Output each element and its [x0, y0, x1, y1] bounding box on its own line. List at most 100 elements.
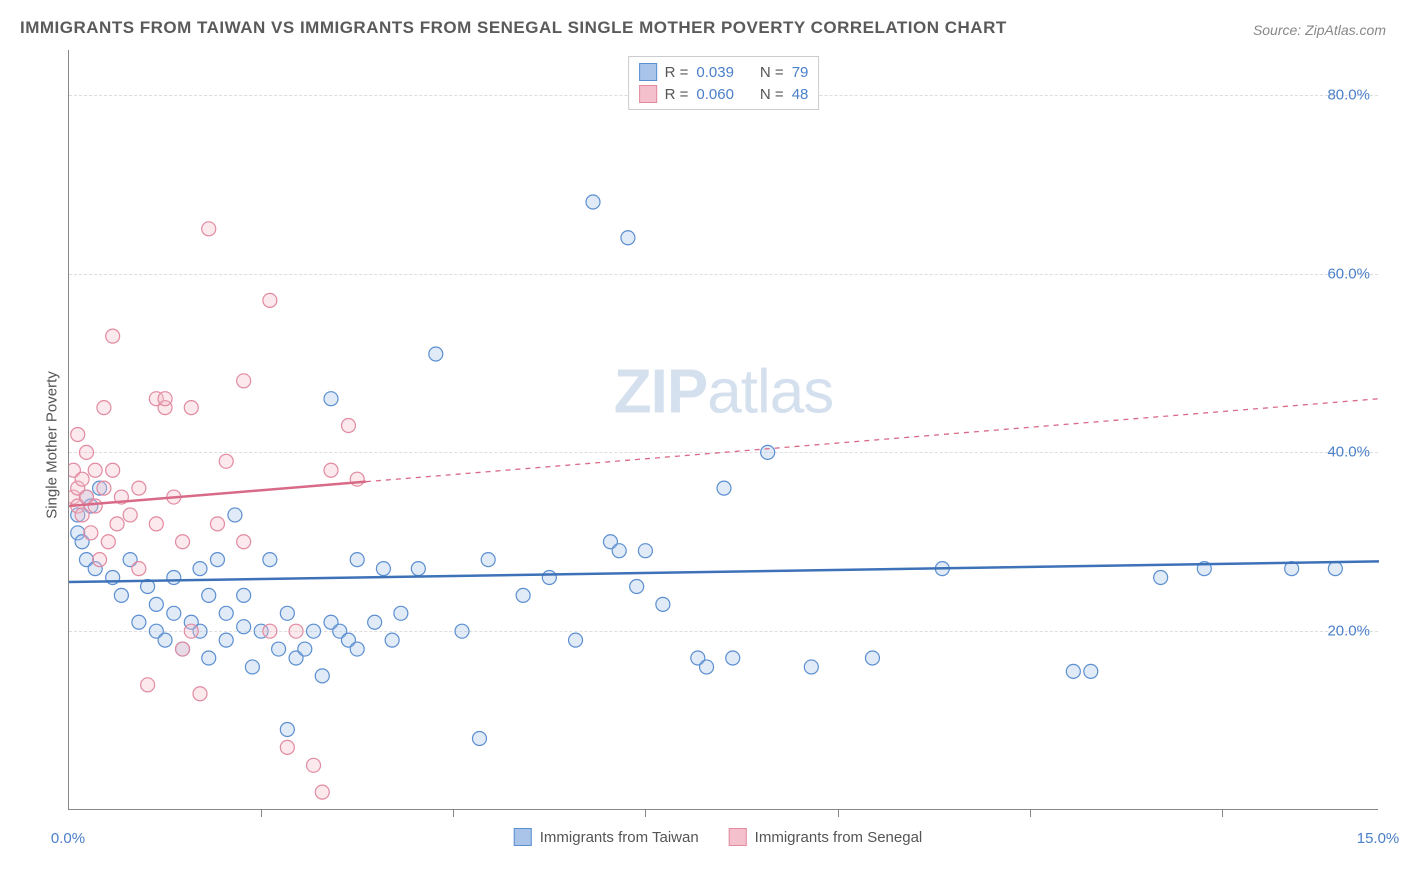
data-point	[97, 401, 111, 415]
r-label: R =	[665, 64, 689, 81]
x-tick-label: 0.0%	[51, 830, 85, 847]
data-point	[237, 374, 251, 388]
data-point	[219, 606, 233, 620]
data-point	[149, 517, 163, 531]
data-point	[97, 481, 111, 495]
data-point	[110, 517, 124, 531]
data-point	[75, 472, 89, 486]
data-point	[621, 231, 635, 245]
data-point	[700, 660, 714, 674]
series-legend-item: Immigrants from Taiwan	[514, 828, 699, 846]
data-point	[167, 571, 181, 585]
n-label: N =	[760, 64, 784, 81]
data-point	[1154, 571, 1168, 585]
data-point	[176, 642, 190, 656]
data-point	[228, 508, 242, 522]
chart-container: Single Mother Poverty ZIPatlas R =0.039N…	[50, 50, 1386, 840]
data-point	[219, 454, 233, 468]
n-value: 48	[792, 86, 809, 103]
data-point	[237, 620, 251, 634]
data-point	[472, 731, 486, 745]
data-point	[141, 678, 155, 692]
data-point	[114, 588, 128, 602]
scatter-plot-svg	[69, 50, 1379, 810]
data-point	[132, 615, 146, 629]
data-point	[88, 463, 102, 477]
data-point	[368, 615, 382, 629]
data-point	[158, 392, 172, 406]
data-point	[184, 401, 198, 415]
data-point	[341, 419, 355, 433]
data-point	[1084, 664, 1098, 678]
data-point	[516, 588, 530, 602]
data-point	[307, 624, 321, 638]
legend-swatch	[639, 85, 657, 103]
trend-line	[69, 482, 366, 506]
x-tick-mark	[1222, 810, 1223, 817]
x-tick-mark	[1030, 810, 1031, 817]
data-point	[93, 553, 107, 567]
x-tick-mark	[261, 810, 262, 817]
r-value: 0.039	[696, 64, 734, 81]
x-tick-label: 15.0%	[1357, 830, 1400, 847]
data-point	[350, 642, 364, 656]
data-point	[123, 508, 137, 522]
data-point	[586, 195, 600, 209]
trend-line-dashed	[366, 399, 1379, 482]
data-point	[176, 535, 190, 549]
data-point	[411, 562, 425, 576]
data-point	[481, 553, 495, 567]
data-point	[394, 606, 408, 620]
data-point	[656, 597, 670, 611]
r-label: R =	[665, 86, 689, 103]
data-point	[324, 392, 338, 406]
data-point	[219, 633, 233, 647]
stats-legend-row: R = 0.060 N = 48	[639, 83, 809, 105]
data-point	[237, 535, 251, 549]
data-point	[184, 624, 198, 638]
data-point	[202, 651, 216, 665]
data-point	[280, 740, 294, 754]
data-point	[630, 579, 644, 593]
data-point	[210, 553, 224, 567]
data-point	[132, 562, 146, 576]
x-tick-mark	[453, 810, 454, 817]
data-point	[202, 222, 216, 236]
data-point	[167, 606, 181, 620]
legend-swatch	[639, 63, 657, 81]
stats-legend-row: R =0.039N =79	[639, 61, 809, 83]
data-point	[193, 687, 207, 701]
data-point	[280, 606, 294, 620]
data-point	[315, 669, 329, 683]
r-value: 0.060	[696, 86, 734, 103]
data-point	[804, 660, 818, 674]
n-label: N =	[760, 86, 784, 103]
plot-area: ZIPatlas R =0.039N =79R =0.060N =48 20.0…	[68, 50, 1378, 810]
legend-swatch	[514, 828, 532, 846]
data-point	[71, 427, 85, 441]
data-point	[158, 633, 172, 647]
data-point	[455, 624, 469, 638]
data-point	[289, 624, 303, 638]
data-point	[385, 633, 399, 647]
data-point	[324, 463, 338, 477]
data-point	[307, 758, 321, 772]
series-legend-item: Immigrants from Senegal	[729, 828, 923, 846]
data-point	[263, 293, 277, 307]
stats-legend: R =0.039N =79R =0.060N =48	[628, 56, 820, 110]
data-point	[542, 571, 556, 585]
data-point	[202, 588, 216, 602]
series-legend: Immigrants from Taiwan Immigrants from Se…	[514, 828, 923, 846]
data-point	[350, 472, 364, 486]
data-point	[638, 544, 652, 558]
data-point	[1066, 664, 1080, 678]
chart-title: IMMIGRANTS FROM TAIWAN VS IMMIGRANTS FRO…	[20, 18, 1007, 38]
data-point	[315, 785, 329, 799]
data-point	[75, 508, 89, 522]
data-point	[84, 526, 98, 540]
data-point	[132, 481, 146, 495]
y-axis-title: Single Mother Poverty	[44, 371, 61, 519]
data-point	[717, 481, 731, 495]
data-point	[193, 562, 207, 576]
data-point	[149, 597, 163, 611]
